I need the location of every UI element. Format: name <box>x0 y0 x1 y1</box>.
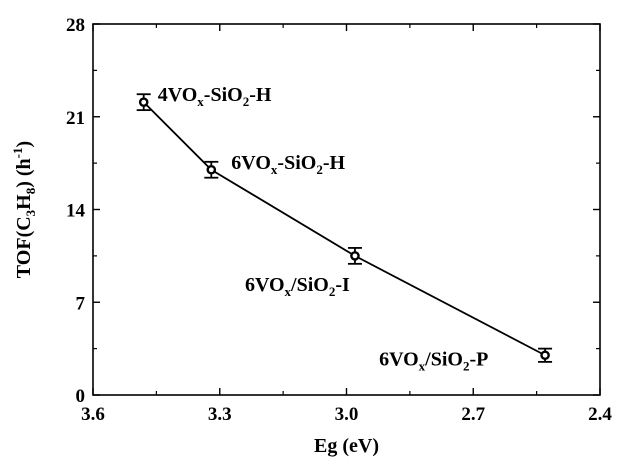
y-tick-label: 7 <box>76 293 86 314</box>
x-tick-label: 3.3 <box>208 404 232 425</box>
data-marker <box>206 164 217 175</box>
label-part: 2 <box>316 162 323 177</box>
series-line <box>143 101 546 357</box>
label-part: ) (h <box>13 158 35 187</box>
y-tick-label: 28 <box>66 15 85 36</box>
axis-ticks <box>92 23 601 396</box>
label-part: -SiO <box>204 84 243 106</box>
label-part: -1 <box>10 147 25 158</box>
label-part: -H <box>323 152 346 174</box>
axis-tick-labels: 3.6 3.3 3.0 2.7 2.4 0 7 14 21 28 <box>66 15 612 425</box>
x-tick-label: 3.0 <box>335 404 359 425</box>
label-part: 2 <box>243 94 250 109</box>
label-part: H <box>13 194 35 210</box>
label-part: -P <box>469 348 488 370</box>
y-axis-title: TOF(C3H8) (h-1) <box>10 141 38 278</box>
label-part: -H <box>249 84 272 106</box>
label-part: -I <box>335 274 350 296</box>
label-part: 6VO <box>231 152 271 174</box>
x-tick-label: 2.7 <box>461 404 485 425</box>
label-part: 8 <box>23 187 38 194</box>
label-part: 2 <box>463 358 470 373</box>
x-tick-label: 3.6 <box>81 404 105 425</box>
point-label: 6VOx-SiO2-H <box>231 152 345 177</box>
label-part: -SiO <box>277 152 316 174</box>
data-point <box>204 160 219 179</box>
point-label: 6VOx/SiO2-P <box>379 348 488 373</box>
point-label: 4VOx-SiO2-H <box>158 84 272 109</box>
plot-frame <box>92 23 601 396</box>
label-part: 6VO <box>379 348 419 370</box>
data-marker <box>138 97 149 107</box>
label-part: x <box>419 358 426 373</box>
y-tick-label: 21 <box>66 108 85 129</box>
label-part: TOF(C <box>13 216 35 278</box>
label-part: 3 <box>23 209 38 216</box>
plot-area: 4VOx-SiO2-H6VOx-SiO2-H6VOx/SiO2-I6VOx/Si… <box>136 84 553 373</box>
label-part: 4VO <box>158 84 198 106</box>
data-point <box>136 93 151 112</box>
label-part: x <box>285 284 292 299</box>
label-part: /SiO <box>290 274 329 296</box>
x-tick-label: 2.4 <box>588 404 612 425</box>
data-marker <box>540 350 550 361</box>
y-tick-label: 0 <box>76 386 86 407</box>
data-point <box>538 347 553 363</box>
data-point <box>347 247 362 265</box>
point-label: 6VOx/SiO2-I <box>245 274 350 299</box>
y-tick-label: 14 <box>66 201 86 222</box>
x-axis-title: Eg (eV) <box>314 435 379 457</box>
label-part: ) <box>13 141 35 148</box>
label-part: /SiO <box>424 348 463 370</box>
axes <box>92 23 601 396</box>
label-part: x <box>197 94 204 109</box>
label-part: x <box>271 162 278 177</box>
label-part: 6VO <box>245 274 285 296</box>
label-part: 2 <box>329 284 336 299</box>
data-marker <box>350 251 360 261</box>
